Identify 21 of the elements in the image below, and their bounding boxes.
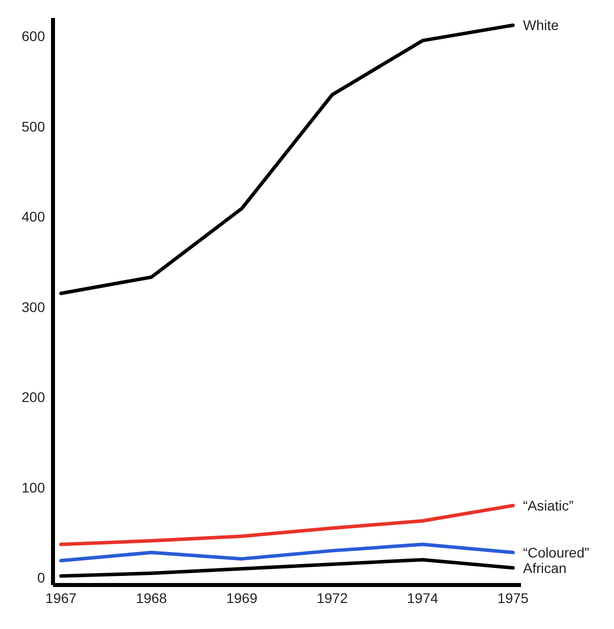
series-label: “Asiatic” xyxy=(523,498,574,514)
series-label: “Coloured” xyxy=(523,544,590,560)
y-tick-label: 400 xyxy=(22,208,46,225)
x-tick-label: 1975 xyxy=(497,590,529,606)
line-series xyxy=(59,558,515,578)
x-tick-label: 1974 xyxy=(407,590,438,606)
series-label: White xyxy=(523,17,559,34)
y-tick-label: 300 xyxy=(22,298,46,315)
line-series xyxy=(59,542,515,562)
line-series xyxy=(59,23,515,296)
y-tick-label: 0 xyxy=(37,570,46,586)
x-tick-label: 1967 xyxy=(45,590,77,606)
y-tick-label: 100 xyxy=(22,479,46,496)
y-tick-label: 500 xyxy=(22,118,46,134)
line-series xyxy=(59,504,515,546)
y-tick-label: 200 xyxy=(22,389,46,406)
y-tick-label: 600 xyxy=(22,28,46,44)
x-tick-label: 1969 xyxy=(226,590,258,606)
x-tick-label: 1972 xyxy=(316,590,348,606)
x-tick-label: 1968 xyxy=(136,590,168,606)
series-label: African xyxy=(523,560,567,576)
